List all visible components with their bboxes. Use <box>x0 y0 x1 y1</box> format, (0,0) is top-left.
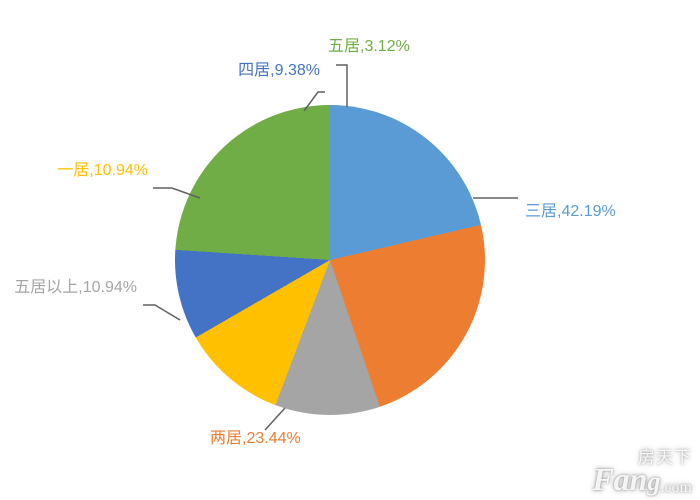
slice-label-四居: 四居,9.38% <box>238 56 320 80</box>
slice-label-三居: 三居,42.19% <box>525 197 616 221</box>
slice-label-五居: 五居,3.12% <box>328 32 410 56</box>
slice-label-五居以上: 五居以上,10.94% <box>14 273 137 297</box>
slice-label-两居: 两居,23.44% <box>210 424 301 448</box>
leader-line <box>336 65 347 107</box>
leader-line <box>143 305 180 320</box>
slice-label-一居: 一居,10.94% <box>57 156 148 180</box>
pie-chart: 三居,42.19% 两居,23.44% 五居以上,10.94% 一居,10.94% 四居… <box>0 0 700 500</box>
pie-body <box>175 105 485 415</box>
